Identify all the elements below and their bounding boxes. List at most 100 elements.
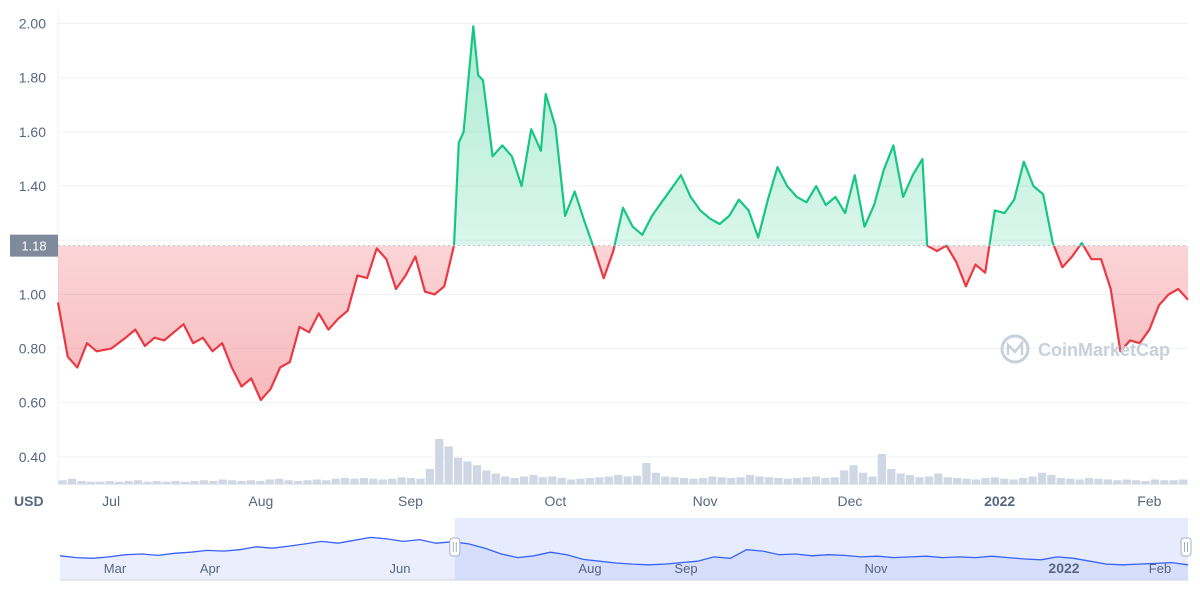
volume-bar bbox=[246, 480, 256, 484]
volume-bar bbox=[1028, 476, 1037, 484]
volume-bar bbox=[642, 463, 651, 484]
navigator[interactable]: Mar Apr Jun Aug Sep Nov 2022 Feb bbox=[59, 518, 1192, 581]
volume-bar bbox=[378, 479, 387, 484]
volume-bar bbox=[1132, 480, 1141, 484]
x-tick-label: Dec bbox=[838, 493, 863, 509]
volume-bar bbox=[849, 465, 858, 484]
volume-bar bbox=[708, 476, 717, 484]
volume-bar bbox=[1122, 479, 1131, 484]
volume-bar bbox=[604, 476, 613, 484]
volume-bar bbox=[228, 480, 237, 484]
area-above-reference bbox=[453, 26, 1084, 246]
y-tick-label: 1.40 bbox=[19, 178, 46, 194]
volume-bar bbox=[1169, 480, 1178, 484]
volume-bar bbox=[698, 478, 708, 484]
area-below-reference bbox=[58, 245, 1188, 400]
volume-bar bbox=[350, 478, 359, 484]
volume-bar bbox=[868, 476, 877, 484]
volume-bar bbox=[585, 478, 595, 484]
volume-bar bbox=[359, 478, 369, 484]
volume-bar bbox=[990, 477, 999, 484]
volume-bar bbox=[86, 481, 95, 484]
volume-bar bbox=[661, 476, 670, 484]
volume-bar bbox=[124, 481, 133, 484]
navigator-handle-left[interactable] bbox=[449, 537, 461, 557]
x-tick-label: Aug bbox=[248, 493, 273, 509]
navigator-handle-right[interactable] bbox=[1180, 537, 1192, 557]
navigator-tick-label: Sep bbox=[674, 561, 697, 576]
volume-bar bbox=[67, 478, 77, 484]
volume-bar bbox=[774, 478, 783, 484]
volume-bar bbox=[284, 480, 293, 484]
volume-bar bbox=[1150, 479, 1160, 484]
volume-bar bbox=[519, 476, 529, 484]
volume-bar bbox=[1075, 479, 1084, 484]
volume-bar bbox=[472, 465, 482, 484]
volume-bar bbox=[877, 454, 886, 484]
watermark: CoinMarketCap bbox=[1000, 334, 1170, 364]
volume-bar bbox=[105, 481, 114, 484]
x-tick-label: Oct bbox=[545, 493, 567, 509]
volume-bar bbox=[1056, 478, 1065, 484]
x-tick-label: Sep bbox=[398, 493, 423, 509]
volume-bar bbox=[670, 477, 679, 484]
volume-bar bbox=[567, 479, 576, 484]
volume-bar bbox=[632, 475, 642, 484]
volume-bar bbox=[510, 478, 519, 484]
volume-bars bbox=[58, 439, 1188, 484]
x-axis: USD Jul Aug Sep Oct Nov Dec 2022 Feb bbox=[14, 483, 1188, 509]
y-tick-label: 1.80 bbox=[19, 70, 46, 86]
volume-bar bbox=[727, 478, 736, 484]
volume-bar bbox=[501, 476, 510, 484]
volume-bar bbox=[1179, 479, 1188, 484]
price-line bbox=[56, 25, 1189, 402]
reference-label: 1.18 bbox=[21, 239, 46, 254]
volume-bar bbox=[971, 479, 981, 484]
volume-bar bbox=[218, 479, 227, 484]
volume-bar bbox=[444, 446, 453, 484]
volume-bar bbox=[802, 477, 811, 484]
volume-bar bbox=[1103, 479, 1112, 484]
volume-bar bbox=[171, 481, 180, 484]
navigator-tick-label: 2022 bbox=[1048, 560, 1079, 576]
volume-bar bbox=[821, 478, 830, 484]
navigator-tick-label: Nov bbox=[864, 561, 888, 576]
volume-bar bbox=[793, 478, 802, 484]
volume-bar bbox=[783, 478, 792, 484]
volume-bar bbox=[924, 476, 934, 484]
navigator-selection bbox=[454, 518, 1188, 580]
volume-bar bbox=[764, 477, 773, 484]
y-tick-label: 0.60 bbox=[19, 395, 46, 411]
volume-bar bbox=[435, 439, 444, 484]
volume-bar bbox=[623, 476, 632, 484]
price-area bbox=[58, 26, 1188, 400]
navigator-line bbox=[59, 536, 1189, 566]
volume-bar bbox=[1141, 481, 1150, 484]
x-tick-label: Jul bbox=[102, 493, 120, 509]
volume-bar bbox=[557, 478, 566, 484]
navigator-tick-label: Aug bbox=[578, 561, 601, 576]
volume-bar bbox=[312, 479, 321, 484]
volume-bar bbox=[482, 470, 491, 484]
volume-bar bbox=[406, 478, 416, 484]
volume-bar bbox=[180, 481, 190, 484]
volume-bar bbox=[265, 479, 274, 484]
volume-bar bbox=[397, 477, 406, 484]
volume-bar bbox=[96, 481, 105, 484]
navigator-tick-label: Jun bbox=[390, 561, 411, 576]
volume-bar bbox=[1094, 478, 1103, 484]
volume-bar bbox=[595, 477, 604, 484]
volume-bar bbox=[717, 477, 726, 484]
volume-bar bbox=[237, 481, 246, 484]
volume-bar bbox=[858, 472, 868, 484]
volume-bar bbox=[1019, 478, 1028, 484]
volume-bar bbox=[1066, 478, 1075, 484]
volume-bar bbox=[953, 478, 962, 484]
volume-bar bbox=[755, 476, 764, 484]
x-tick-label: 2022 bbox=[984, 493, 1015, 509]
volume-bar bbox=[58, 480, 67, 484]
volume-bar bbox=[538, 477, 547, 484]
volume-bar bbox=[1047, 475, 1056, 484]
volume-bar bbox=[209, 481, 218, 484]
volume-bar bbox=[133, 480, 143, 484]
